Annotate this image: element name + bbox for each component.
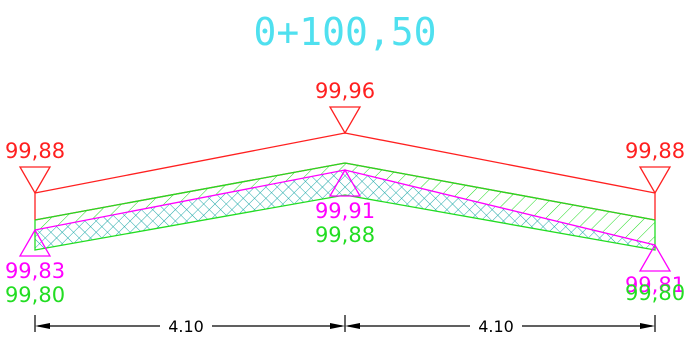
ground-level-center: 99,88	[315, 223, 375, 247]
ground-line	[34, 162, 656, 251]
design-level-right: 99,88	[625, 139, 684, 163]
design-level-left: 99,88	[5, 139, 65, 163]
layer-level-right: 99,81	[625, 273, 684, 297]
design-level-center: 99,96	[315, 79, 375, 103]
ground-level-right: 99,80	[625, 281, 684, 305]
design-marker-right	[638, 166, 672, 195]
station-label: 0+100,50	[253, 10, 436, 54]
layer-marker-right	[638, 243, 672, 272]
ground-level-left: 99,80	[5, 283, 65, 307]
layer-level-left: 99,83	[5, 259, 65, 283]
dimension-line	[34, 315, 656, 332]
dimension-left: 4.10	[168, 317, 204, 336]
dimension-right: 4.10	[478, 317, 514, 336]
design-marker-left	[18, 166, 52, 195]
design-marker-center	[328, 106, 362, 135]
design-markers	[18, 106, 672, 195]
layer-markers	[18, 168, 672, 272]
base-hatch	[35, 170, 655, 250]
layer-hatch	[35, 163, 655, 245]
layer-level-center: 99,91	[315, 199, 375, 223]
layer-marker-left	[18, 228, 52, 257]
layer-marker-center	[328, 168, 362, 197]
